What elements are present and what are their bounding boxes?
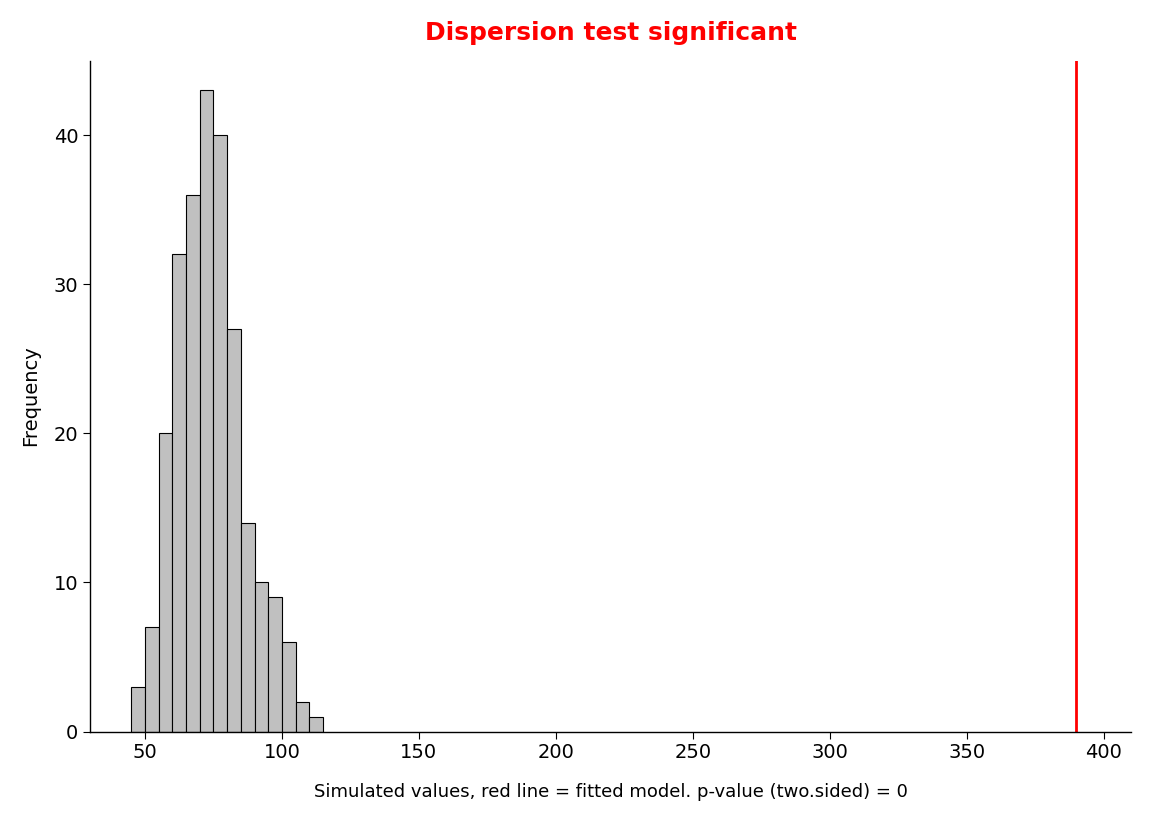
- X-axis label: Simulated values, red line = fitted model. p-value (two.sided) = 0: Simulated values, red line = fitted mode…: [313, 783, 908, 801]
- Bar: [159, 433, 173, 732]
- Bar: [282, 642, 296, 732]
- Bar: [296, 702, 310, 732]
- Bar: [199, 90, 213, 732]
- Bar: [131, 687, 145, 732]
- Bar: [268, 598, 282, 732]
- Bar: [213, 135, 227, 732]
- Bar: [310, 717, 323, 732]
- Bar: [255, 583, 268, 732]
- Bar: [173, 255, 185, 732]
- Bar: [241, 523, 255, 732]
- Bar: [145, 627, 159, 732]
- Bar: [227, 329, 241, 732]
- Title: Dispersion test significant: Dispersion test significant: [425, 21, 797, 45]
- Y-axis label: Frequency: Frequency: [21, 346, 40, 446]
- Bar: [185, 195, 199, 732]
